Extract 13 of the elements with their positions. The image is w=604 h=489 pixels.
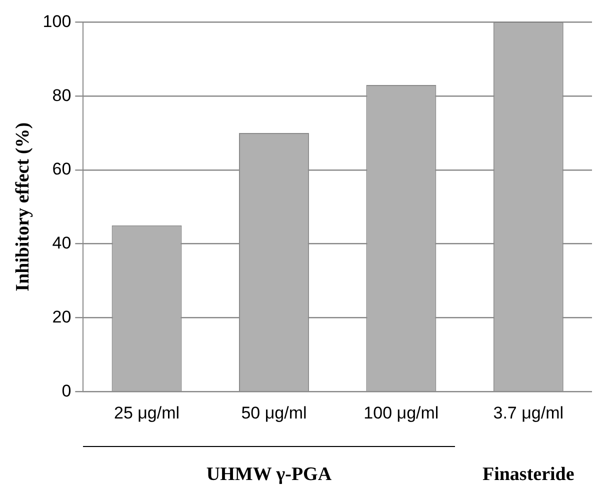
y-tick-label: 100 <box>42 12 72 31</box>
y-axis-title: Inhibitory effect (%) <box>12 122 34 292</box>
x-tick-label: 100 μg/ml <box>364 403 439 422</box>
x-tick-label: 3.7 μg/ml <box>493 403 564 422</box>
text: Finasteride <box>482 464 574 486</box>
y-tick-label: 80 <box>52 86 72 105</box>
y-tick-label: 0 <box>62 381 72 400</box>
y-tick-label: 60 <box>52 160 72 179</box>
y-tick-label: 40 <box>52 234 72 253</box>
x-tick-label: 50 μg/ml <box>241 403 307 422</box>
y-tick-label: 20 <box>52 307 72 326</box>
text: UHMW γ-PGA <box>206 464 332 486</box>
x-tick-label: 25 μg/ml <box>114 403 180 422</box>
